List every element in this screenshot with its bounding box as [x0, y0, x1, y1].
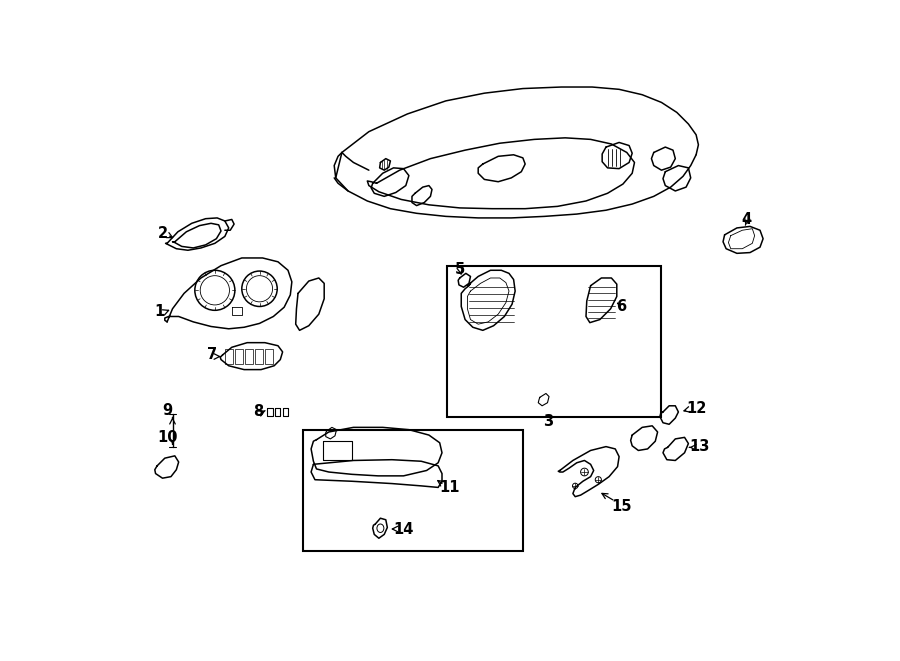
Text: 14: 14: [393, 522, 414, 537]
Bar: [265, 349, 274, 364]
Bar: [303, 430, 523, 551]
Bar: [447, 266, 662, 416]
Text: 1: 1: [154, 304, 165, 319]
Text: 2: 2: [158, 226, 167, 241]
Text: 5: 5: [454, 262, 464, 277]
Text: 3: 3: [544, 414, 554, 430]
Bar: [225, 349, 233, 364]
Text: 9: 9: [162, 403, 172, 418]
Text: 10: 10: [157, 430, 177, 445]
Bar: [255, 349, 264, 364]
Text: 6: 6: [616, 299, 626, 314]
Text: 12: 12: [686, 401, 706, 416]
Text: 11: 11: [439, 480, 460, 495]
Text: 7: 7: [208, 348, 218, 362]
Bar: [245, 349, 254, 364]
Text: 13: 13: [689, 439, 710, 454]
Text: 4: 4: [741, 212, 751, 227]
Text: 8: 8: [254, 405, 264, 420]
Text: 15: 15: [611, 499, 632, 514]
Bar: [235, 349, 243, 364]
